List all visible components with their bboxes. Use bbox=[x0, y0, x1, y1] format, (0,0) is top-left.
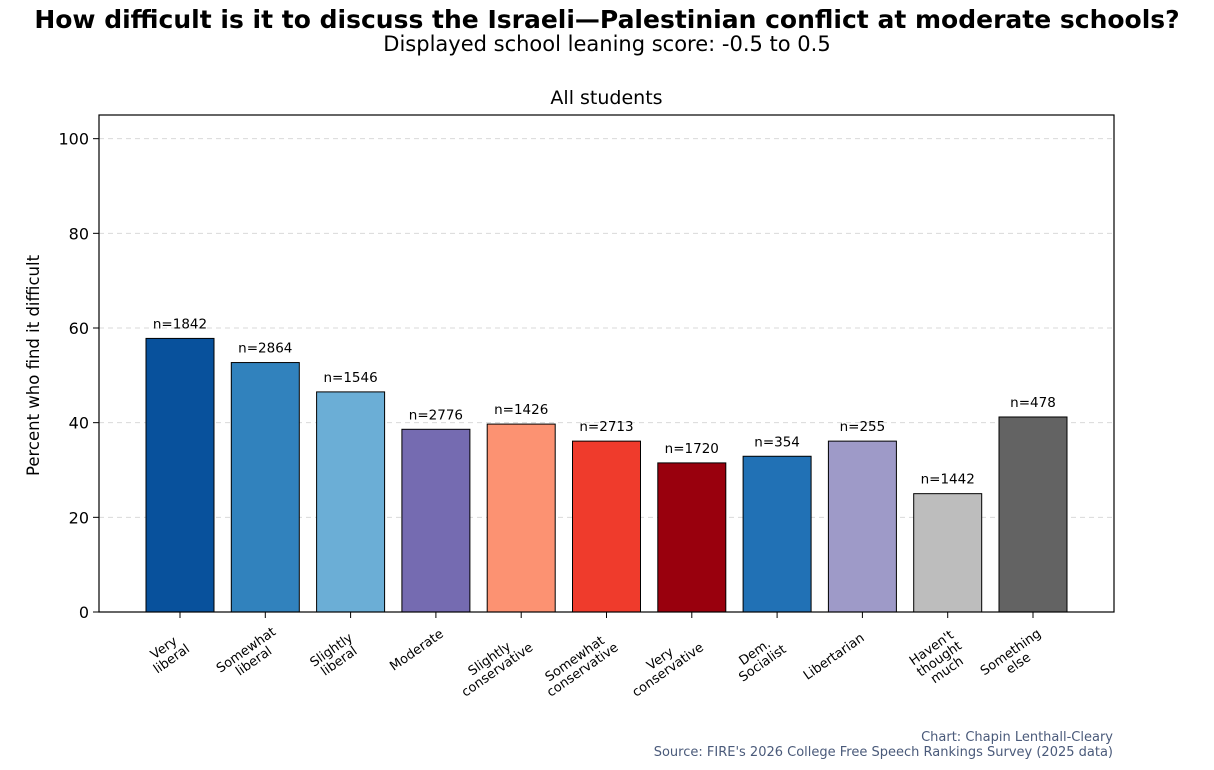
x-tick-label-text: Dem.Socialist bbox=[729, 631, 790, 685]
bar bbox=[998, 416, 1068, 613]
x-tick-label-line: Libertarian bbox=[801, 631, 868, 684]
credit-author: Chart: Chapin Lenthall-Cleary bbox=[921, 730, 1113, 745]
y-tick-label: 60 bbox=[69, 319, 89, 338]
y-tick-label: 0 bbox=[79, 603, 89, 622]
x-tick-label-text: Somethingelse bbox=[978, 626, 1052, 690]
bar bbox=[230, 362, 300, 613]
x-tick-label-text: Veryliberal bbox=[143, 631, 192, 678]
x-tick-label-text: Libertarian bbox=[801, 631, 868, 684]
x-tick-label-text: Slightlyconservative bbox=[451, 629, 536, 700]
x-tick-label-text: Veryconservative bbox=[622, 629, 707, 700]
x-tick-label-text: Somewhatliberal bbox=[214, 625, 287, 688]
data-label: n=255 bbox=[840, 419, 886, 435]
bar bbox=[316, 391, 386, 613]
x-tick-label: Dem.Socialist bbox=[729, 631, 790, 686]
bar bbox=[827, 440, 897, 613]
plot-frame bbox=[98, 114, 1115, 613]
bar bbox=[913, 493, 983, 613]
bar bbox=[572, 440, 641, 613]
bar bbox=[486, 423, 556, 613]
x-tick-label-text: Moderate bbox=[387, 627, 446, 675]
page-title: How difficult is it to discuss the Israe… bbox=[34, 5, 1180, 34]
bar bbox=[401, 428, 471, 613]
x-tick-label: Somethingelse bbox=[978, 626, 1052, 690]
y-tick-label: 20 bbox=[69, 508, 89, 527]
y-axis-label: Percent who find it difficult bbox=[24, 254, 43, 476]
chart-credits: Chart: Chapin Lenthall-Cleary Source: FI… bbox=[654, 730, 1113, 760]
x-tick-label: Moderate bbox=[387, 627, 446, 675]
x-tick-label: Libertarian bbox=[801, 631, 868, 684]
chart-title: All students bbox=[550, 87, 662, 109]
data-label: n=1442 bbox=[921, 472, 975, 488]
x-tick-label-text: Haven'tthoughtmuch bbox=[907, 628, 973, 692]
x-tick-label: Veryliberal bbox=[143, 631, 193, 678]
x-tick-label: Somewhatliberal bbox=[214, 625, 287, 688]
bar bbox=[657, 462, 727, 613]
data-label: n=1720 bbox=[665, 441, 719, 457]
y-tick-label: 40 bbox=[69, 414, 89, 433]
credit-source: Source: FIRE's 2026 College Free Speech … bbox=[653, 745, 1113, 760]
x-tick-label: Slightlyliberal bbox=[308, 630, 364, 681]
data-label: n=1546 bbox=[323, 370, 377, 386]
y-tick-label: 100 bbox=[58, 130, 89, 149]
data-label: n=1426 bbox=[494, 402, 548, 418]
x-tick-label-text: Somewhatconservative bbox=[537, 629, 622, 700]
data-label: n=1842 bbox=[153, 316, 207, 332]
x-tick-label: Veryconservative bbox=[622, 629, 707, 700]
bar bbox=[145, 337, 215, 613]
x-tick-label-text: Slightlyliberal bbox=[308, 630, 364, 681]
x-tick-label-line: Moderate bbox=[387, 627, 446, 675]
page-subtitle: Displayed school leaning score: -0.5 to … bbox=[383, 32, 831, 56]
data-label: n=2776 bbox=[409, 407, 463, 423]
y-tick-label: 80 bbox=[69, 224, 89, 243]
data-label: n=2864 bbox=[238, 341, 292, 357]
x-tick-label: Haven'tthoughtmuch bbox=[907, 628, 973, 692]
data-label: n=354 bbox=[754, 434, 800, 450]
data-label: n=478 bbox=[1010, 395, 1056, 411]
data-label: n=2713 bbox=[579, 419, 633, 435]
x-tick-label: Slightlyconservative bbox=[451, 629, 536, 700]
bar bbox=[742, 455, 812, 613]
x-tick-label: Somewhatconservative bbox=[537, 629, 622, 700]
